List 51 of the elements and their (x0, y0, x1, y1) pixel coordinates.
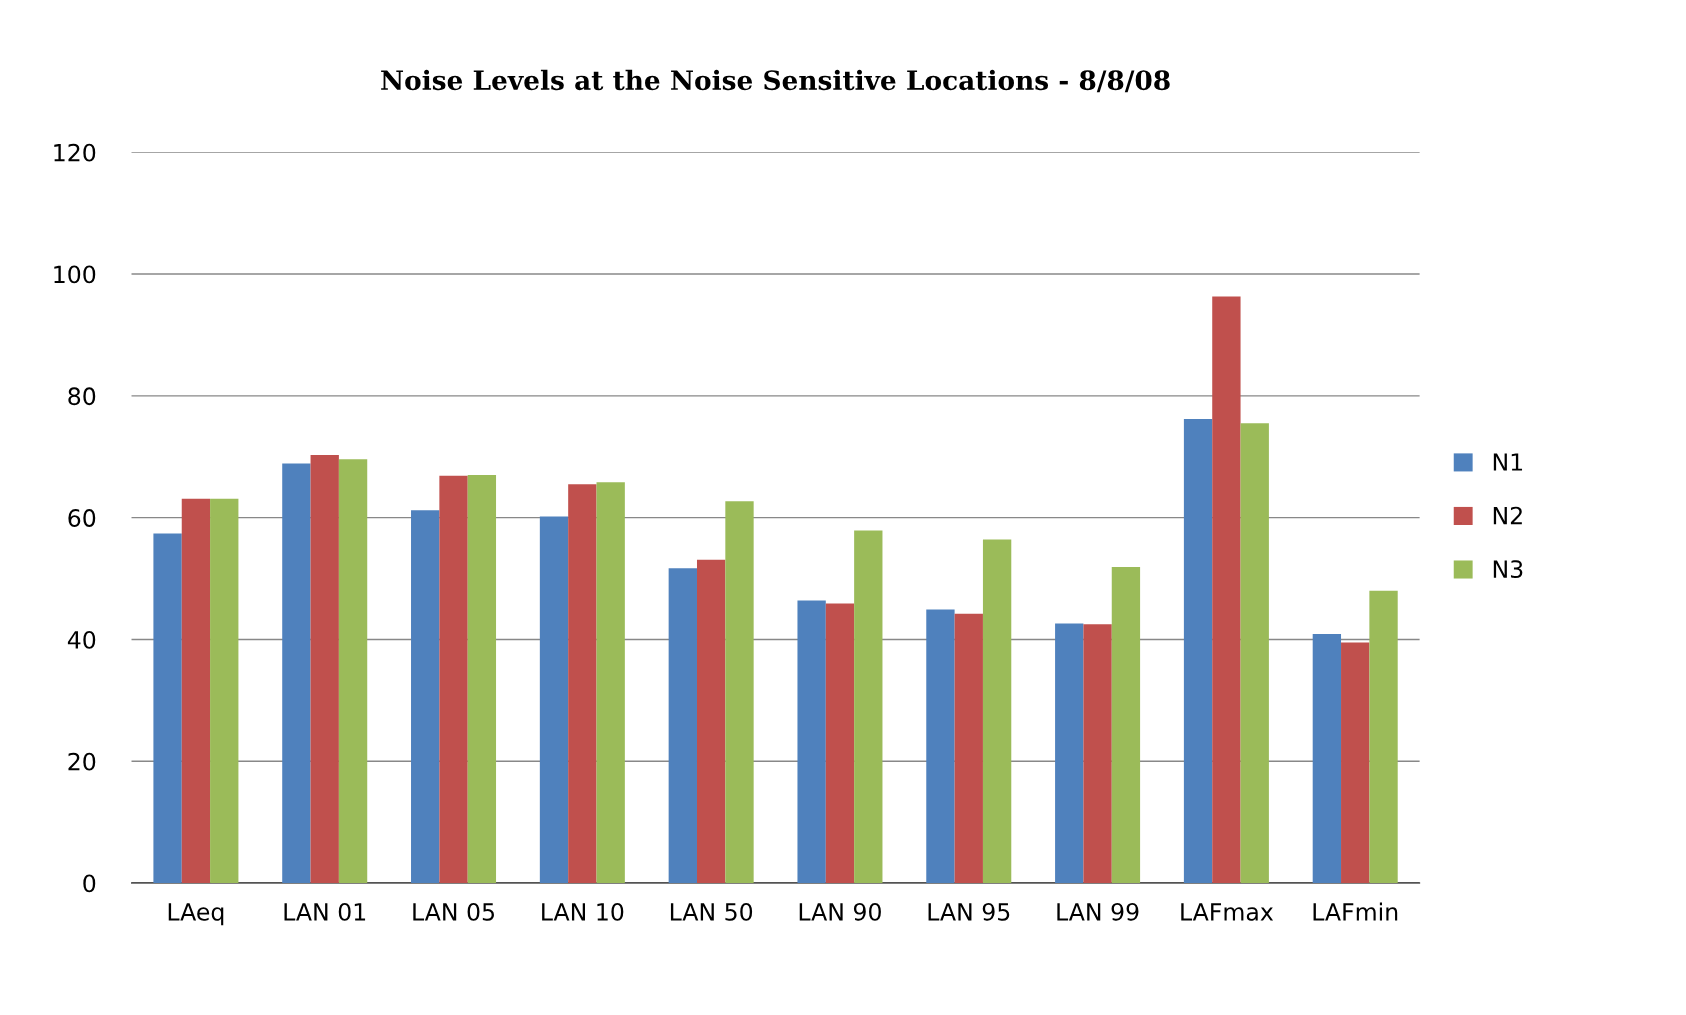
x-tick-label: LAN 50 (670, 902, 753, 921)
y-tick-label: 60 (68, 509, 96, 527)
x-tick-label: LAN 10 (542, 902, 624, 921)
bar (1183, 418, 1213, 884)
x-tick-label: LAN 05 (413, 902, 494, 921)
bar (668, 568, 697, 884)
chart-title: Noise Levels at the Noise Sensitive Locations - 8/8/08 (381, 69, 1170, 93)
y-tick-label: 40 (67, 630, 96, 649)
bar (926, 609, 955, 884)
x-tick-label: LAN 01 (284, 902, 366, 921)
bar (439, 475, 468, 884)
bar (568, 484, 597, 884)
bar (1369, 590, 1398, 884)
bar (467, 475, 497, 884)
y-tick-label: 0 (83, 874, 96, 893)
bar (1312, 633, 1342, 884)
bar (954, 613, 983, 884)
bar (1083, 624, 1112, 884)
bar (539, 516, 569, 884)
x-tick-label: LAFmin (1313, 902, 1398, 921)
bar (982, 539, 1012, 884)
x-tick-label: LAN 95 (928, 902, 1010, 921)
x-tick-label: LAN 90 (799, 902, 881, 921)
bar (1055, 623, 1084, 884)
y-tick-label: 100 (54, 265, 96, 284)
bar (411, 510, 440, 884)
y-tick-label: 80 (68, 387, 96, 406)
bar (310, 454, 339, 884)
bar (696, 559, 726, 884)
x-tick-label: LAN 99 (1057, 902, 1139, 921)
bar (153, 533, 182, 884)
bar (1341, 642, 1370, 884)
legend-label: N1 (1493, 453, 1523, 471)
x-tick-label: LAFmax (1181, 903, 1274, 921)
bar (210, 498, 239, 884)
bar (1111, 566, 1141, 884)
bar (854, 530, 883, 884)
bar (181, 498, 211, 884)
bar (338, 459, 368, 884)
legend-label: N3 (1493, 560, 1523, 579)
bar (725, 501, 754, 884)
bar (596, 482, 625, 884)
bar (1212, 296, 1241, 884)
bar (1240, 423, 1269, 884)
y-tick-label: 120 (54, 143, 96, 162)
x-tick-label: LAeq (168, 903, 224, 926)
bar (282, 463, 311, 884)
y-tick-label: 20 (68, 752, 96, 771)
bar (797, 600, 826, 884)
legend-label: N2 (1493, 506, 1522, 525)
bar (825, 603, 855, 884)
